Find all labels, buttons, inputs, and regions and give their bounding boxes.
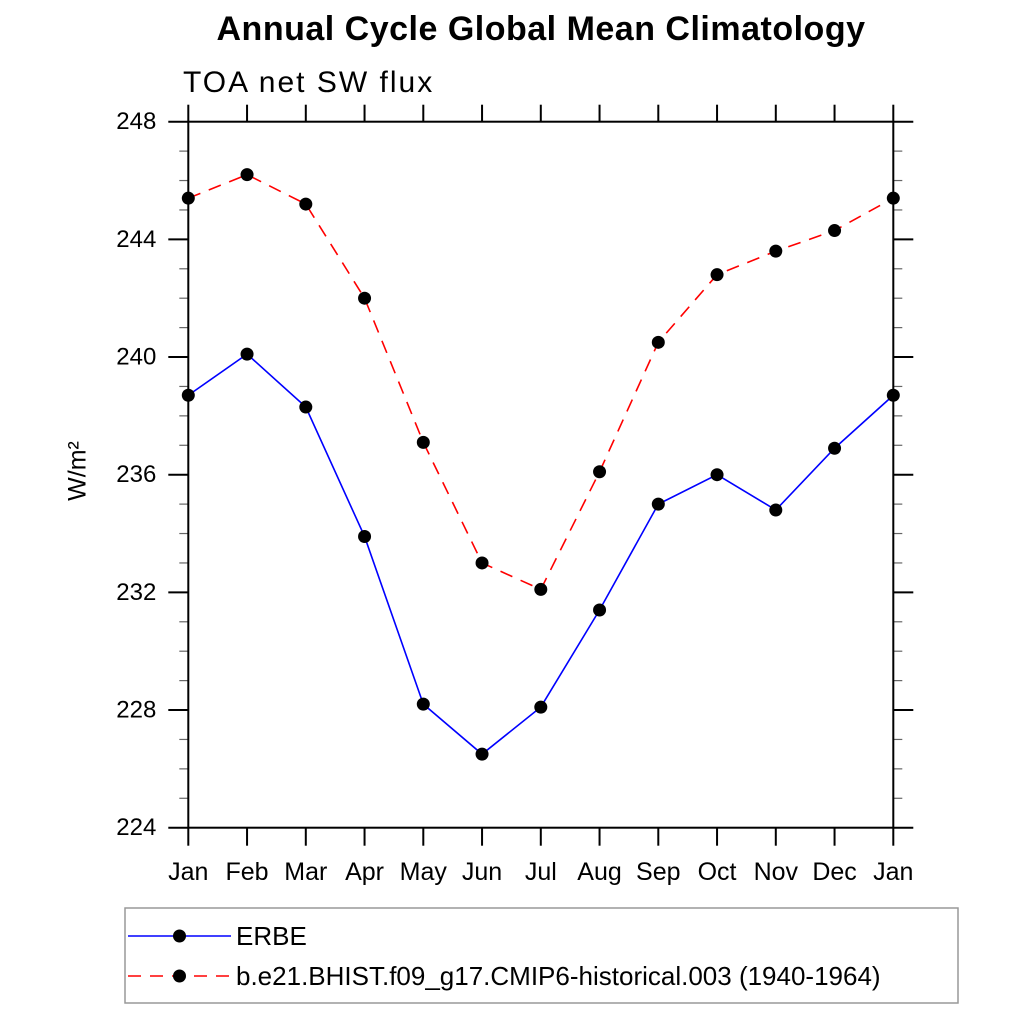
erbe-line bbox=[187, 353, 894, 756]
x-tick-label: Jan bbox=[168, 858, 208, 886]
data-point-marker bbox=[475, 747, 489, 761]
legend-entry-label: b.e21.BHIST.f09_g17.CMIP6-historical.003… bbox=[236, 961, 881, 991]
x-tick-label: Nov bbox=[754, 858, 799, 886]
data-point-marker bbox=[828, 441, 842, 455]
x-tick-label: Feb bbox=[226, 858, 269, 886]
data-point-marker bbox=[651, 497, 665, 511]
data-point-marker bbox=[475, 556, 489, 570]
x-tick-label: Mar bbox=[284, 858, 327, 886]
data-point-marker bbox=[593, 603, 607, 617]
x-tick-label: Aug bbox=[577, 858, 621, 886]
data-point-marker bbox=[651, 335, 665, 349]
y-tick-label: 236 bbox=[116, 461, 156, 488]
x-tick-label: Dec bbox=[812, 858, 856, 886]
data-point-marker bbox=[593, 465, 607, 479]
data-point-marker bbox=[299, 197, 313, 211]
data-point-marker bbox=[769, 503, 783, 517]
data-point-marker bbox=[886, 388, 900, 402]
legend-entry-marker bbox=[173, 969, 186, 983]
data-point-marker bbox=[240, 347, 254, 361]
data-point-marker bbox=[358, 291, 372, 305]
x-tick-label: Jul bbox=[525, 858, 557, 886]
x-tick-label: Jun bbox=[462, 858, 502, 886]
data-point-marker bbox=[240, 168, 254, 182]
data-point-marker bbox=[534, 700, 548, 714]
data-point-marker bbox=[710, 468, 724, 482]
data-point-marker bbox=[416, 435, 430, 449]
model-line bbox=[188, 173, 894, 591]
legend-box bbox=[124, 907, 959, 1004]
data-point-marker bbox=[181, 388, 195, 402]
y-tick-label: 240 bbox=[116, 344, 156, 371]
data-point-marker bbox=[534, 582, 548, 596]
chart-subtitle: TOA net SW flux bbox=[183, 66, 435, 99]
chart-title: Annual Cycle Global Mean Climatology bbox=[216, 10, 866, 48]
data-point-marker bbox=[299, 400, 313, 414]
y-tick-label: 228 bbox=[116, 697, 156, 724]
legend-entry-marker bbox=[173, 929, 186, 943]
data-point-marker bbox=[416, 697, 430, 711]
x-tick-label: Apr bbox=[345, 858, 384, 886]
x-tick-label: Sep bbox=[636, 858, 680, 886]
y-tick-label: 244 bbox=[116, 226, 156, 253]
x-tick-label: May bbox=[400, 858, 448, 886]
x-tick-label: Oct bbox=[698, 858, 737, 886]
plot-box bbox=[187, 120, 895, 829]
y-tick-label: 248 bbox=[116, 108, 156, 135]
legend-entry-label: ERBE bbox=[236, 921, 307, 951]
x-tick-label: Jan bbox=[873, 858, 913, 886]
data-point-marker bbox=[886, 191, 900, 205]
data-point-marker bbox=[828, 224, 842, 238]
data-point-marker bbox=[769, 244, 783, 258]
data-point-marker bbox=[181, 191, 195, 205]
y-tick-label: 232 bbox=[116, 579, 156, 606]
data-point-marker bbox=[710, 268, 724, 282]
data-point-marker bbox=[358, 529, 372, 543]
y-tick-label: 224 bbox=[116, 814, 156, 841]
